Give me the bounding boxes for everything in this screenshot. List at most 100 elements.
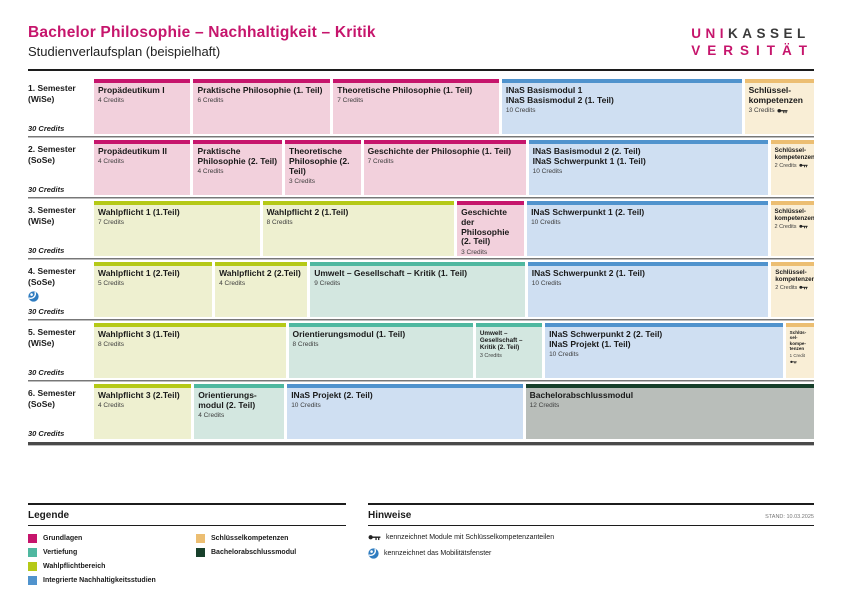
module-color-bar [193, 140, 283, 144]
grid-bottom-rule [28, 442, 814, 446]
color-swatch [28, 576, 37, 585]
key-icon [368, 535, 381, 541]
semester-credits: 30 Credits [28, 246, 65, 255]
module-theoretische-philosophie-1: Theoretische Philosophie (1. Teil) 7 Cred… [333, 79, 499, 134]
module-credits: 10 Credits [505, 107, 536, 115]
module-color-bar [94, 79, 191, 83]
row-divider [28, 197, 814, 199]
module-credits: 4 Credits [98, 97, 125, 105]
semester-row-6: 6. Semester (SoSe) 30 Credits Wahlpflich… [28, 384, 814, 439]
module-title: Propädeutikum I [98, 85, 165, 95]
hinweise-heading: Hinweise [368, 510, 412, 521]
module-title: Umwelt – Gesellschaft – Kritik (2. Teil) [479, 330, 523, 352]
module-title: INaS Schwerpunkt 1 (2. Teil) [531, 207, 645, 217]
module-inas-basismodul-schwerpunkt: INaS Basismodul 2 (2. Teil) INaS Schwerpu… [528, 140, 768, 195]
semester-name: 4. Semester [28, 266, 76, 276]
module-title-2: INaS Projekt (1. Teil) [549, 338, 631, 349]
module-title: INaS Schwerpunkt 2 (1. Teil) [531, 268, 645, 278]
module-wahlpflicht-3-teil-2: Wahlpflicht 3 (2.Teil) 4 Credits [94, 384, 192, 439]
page-subtitle: Studienverlaufsplan (beispielhaft) [28, 44, 221, 59]
module-title: INaS Projekt (2. Teil) [291, 390, 373, 400]
semester-label: 5. Semester (WiSe) 30 Credits [28, 323, 91, 378]
module-color-bar [744, 79, 814, 83]
legend-item-schluesselkompetenzen: Schlüsselkompetenzen [196, 534, 296, 543]
module-schluesselkompetenzen: Schlüs-sel-kompe-tenzen 1 Credit [785, 323, 814, 378]
module-credits: 10 Credits [531, 219, 561, 227]
module-credits: 7 Credits [367, 158, 394, 166]
module-credits: 3 Credits [749, 107, 810, 114]
semester-term: (SoSe) [28, 276, 55, 287]
module-credits: 10 Credits [531, 280, 562, 288]
module-color-bar [771, 262, 814, 266]
semester-term: (SoSe) [28, 154, 55, 165]
module-geschichte-der-philosophie-1: Geschichte der Philosophie (1. Teil) 7 Cr… [363, 140, 526, 195]
module-title: INaS Schwerpunkt 2 (2. Teil) [549, 329, 663, 339]
module-title: Theoretische Philosophie (2. Teil) [289, 146, 350, 176]
module-title: INaS Basismodul 1 [505, 85, 583, 95]
module-geschichte-der-philosophie-2: Geschichte der Philosophie (2. Teil) 3 Cr… [457, 201, 525, 256]
module-color-bar [215, 262, 308, 266]
module-credits: 8 Credits [98, 341, 125, 349]
module-credits: 8 Credits [292, 341, 319, 349]
module-title: Umwelt – Gesellschaft – Kritik (1. Teil) [314, 268, 468, 278]
module-propaedeutikum-1: Propädeutikum I 4 Credits [94, 79, 191, 134]
module-wahlpflicht-1-teil-1: Wahlpflicht 1 (1.Teil) 7 Credits [94, 201, 260, 256]
module-credits: 4 Credits [198, 412, 225, 420]
module-wahlpflicht-3-teil-1: Wahlpflicht 3 (1.Teil) 8 Credits [94, 323, 286, 378]
module-color-bar [475, 323, 543, 327]
module-title: Geschichte der Philosophie (2. Teil) [461, 207, 510, 247]
module-title: Wahlpflicht 3 (2.Teil) [98, 390, 180, 400]
module-credits: 4 Credits [219, 280, 246, 288]
footer: Legende Grundlagen Vertiefung Wahlpflich… [28, 503, 814, 585]
module-title: Bachelorabschlussmodul [529, 390, 634, 400]
module-title: Geschichte der Philosophie (1. Teil) [367, 146, 512, 156]
semester-name: 3. Semester [28, 205, 76, 215]
semester-credits: 30 Credits [28, 429, 65, 438]
semester-row-5: 5. Semester (WiSe) 30 Credits Wahlpflich… [28, 323, 814, 378]
semester-name: 5. Semester [28, 327, 76, 337]
key-icon [777, 108, 788, 113]
module-schluesselkompetenzen: Schlüssel-kompetenzen 2 Credits [771, 262, 814, 317]
module-color-bar [457, 201, 525, 205]
module-color-bar [770, 201, 814, 205]
module-orientierungsmodul-2: Orientierungs-modul (2. Teil) 4 Credits [194, 384, 285, 439]
module-color-bar [94, 262, 213, 266]
module-credits: 4 Credits [98, 158, 125, 166]
module-title: Praktische Philosophie (1. Teil) [197, 85, 323, 95]
semester-credits: 30 Credits [28, 124, 65, 133]
module-title: Wahlpflicht 1 (1.Teil) [98, 207, 180, 217]
module-inas-schwerpunkt-2-teil-1: INaS Schwerpunkt 2 (1. Teil) 10 Credits [527, 262, 769, 317]
module-inas-schwerpunkt-2-projekt: INaS Schwerpunkt 2 (2. Teil) INaS Projekt… [545, 323, 783, 378]
semester-label: 2. Semester (SoSe) 30 Credits [28, 140, 91, 195]
module-blocks: Wahlpflicht 1 (1.Teil) 7 Credits Wahlpfli… [94, 201, 814, 256]
module-color-bar [193, 79, 331, 83]
color-swatch [28, 548, 37, 557]
module-credits: 2 Credits [775, 224, 810, 230]
module-schluesselkompetenzen: Schlüssel-kompetenzen 2 Credits [770, 201, 814, 256]
semester-row-2: 2. Semester (SoSe) 30 Credits Propädeuti… [28, 140, 814, 195]
hinweis-globe: kennzeichnet das Mobilitätsfenster [368, 548, 814, 559]
globe-icon [368, 548, 379, 559]
module-color-bar [528, 140, 768, 144]
module-color-bar [94, 323, 286, 327]
logo-versitaet: VERSITÄT [691, 42, 814, 58]
module-title: Orientierungsmodul (1. Teil) [292, 329, 406, 339]
module-praktische-philosophie-1: Praktische Philosophie (1. Teil) 6 Credit… [193, 79, 331, 134]
key-icon [789, 360, 797, 363]
module-color-bar [545, 323, 783, 327]
semester-term: (SoSe) [28, 398, 55, 409]
semester-row-4: 4. Semester (SoSe) 30 Credits Wahlpflich… [28, 262, 814, 317]
color-swatch [196, 548, 205, 557]
module-credits: 2 Credits [775, 163, 810, 169]
module-credits: 2 Credits [775, 285, 809, 291]
module-title: Schlüssel-kompetenzen [774, 208, 814, 223]
page-title: Bachelor Philosophie – Nachhaltigkeit – … [28, 24, 376, 41]
module-blocks: Wahlpflicht 3 (1.Teil) 8 Credits Orientie… [94, 323, 814, 378]
module-color-bar [527, 262, 769, 266]
module-blocks: Wahlpflicht 3 (2.Teil) 4 Credits Orientie… [94, 384, 814, 439]
semester-name: 1. Semester [28, 83, 76, 93]
module-title: Propädeutikum II [98, 146, 167, 156]
module-color-bar [288, 323, 473, 327]
module-credits: 12 Credits [529, 402, 560, 410]
